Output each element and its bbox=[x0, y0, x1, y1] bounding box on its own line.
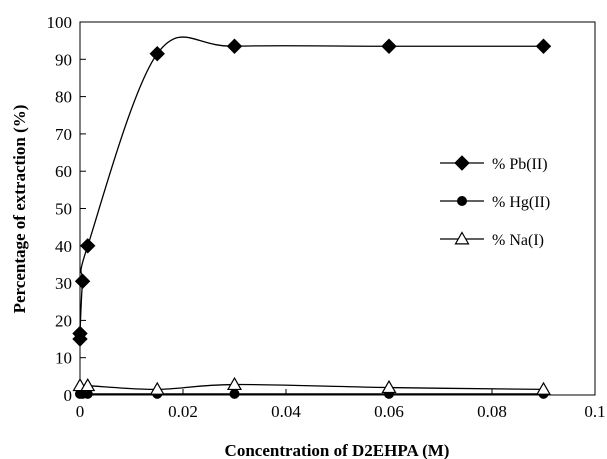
data-point bbox=[229, 388, 240, 399]
data-point bbox=[149, 45, 165, 62]
curves bbox=[78, 36, 544, 395]
y-tick-label: 90 bbox=[55, 50, 72, 69]
y-tick-label: 50 bbox=[55, 200, 72, 219]
data-point bbox=[80, 238, 96, 254]
x-tick-label: 0 bbox=[76, 402, 85, 421]
y-tick-label: 100 bbox=[47, 13, 73, 32]
data-point bbox=[226, 38, 243, 54]
data-point bbox=[535, 38, 552, 54]
data-point bbox=[535, 381, 552, 395]
legend-entry: % Pb(II) bbox=[440, 155, 548, 173]
y-tick-label: 80 bbox=[55, 88, 72, 107]
y-tick-label: 40 bbox=[55, 237, 72, 256]
x-tick-label: 0.1 bbox=[584, 402, 605, 421]
x-tick-label: 0.04 bbox=[271, 402, 301, 421]
data-point bbox=[226, 376, 243, 391]
x-tick-label: 0.02 bbox=[168, 402, 198, 421]
x-tick-label: 0.08 bbox=[477, 402, 507, 421]
legend: % Pb(II) % Hg(II) % Na(I) bbox=[440, 155, 550, 249]
markers bbox=[72, 38, 552, 399]
data-point bbox=[149, 381, 165, 395]
data-point bbox=[72, 325, 88, 342]
y-tick-label: 30 bbox=[55, 274, 72, 293]
y-tick-label: 0 bbox=[64, 386, 73, 405]
data-point bbox=[381, 38, 397, 54]
x-tick-label: 0.06 bbox=[374, 402, 404, 421]
axes: 0 10 20 30 40 50 60 70 80 90 100 0 0.02 0.04 0.06 0.08 0… bbox=[47, 13, 606, 421]
y-tick-label: 60 bbox=[55, 162, 72, 181]
series-line bbox=[79, 36, 544, 341]
y-tick-label: 70 bbox=[55, 125, 72, 144]
legend-label: % Hg(II) bbox=[492, 194, 550, 211]
y-tick-label: 10 bbox=[55, 349, 72, 368]
y-axis-title: Percentage of extraction (%) bbox=[10, 105, 29, 314]
legend-label: % Pb(II) bbox=[492, 156, 548, 173]
legend-entry: % Hg(II) bbox=[440, 194, 550, 211]
x-axis-title: Concentration of D2EHPA (M) bbox=[225, 441, 450, 459]
data-point bbox=[80, 377, 96, 392]
legend-marker bbox=[457, 196, 467, 206]
legend-marker bbox=[454, 231, 470, 245]
series-line bbox=[78, 383, 544, 391]
data-point bbox=[381, 379, 397, 394]
legend-label: % Na(I) bbox=[492, 232, 544, 249]
data-point bbox=[74, 273, 91, 289]
legend-entry: % Na(I) bbox=[440, 231, 544, 249]
legend-marker bbox=[454, 155, 470, 171]
y-tick-label: 20 bbox=[55, 311, 72, 330]
